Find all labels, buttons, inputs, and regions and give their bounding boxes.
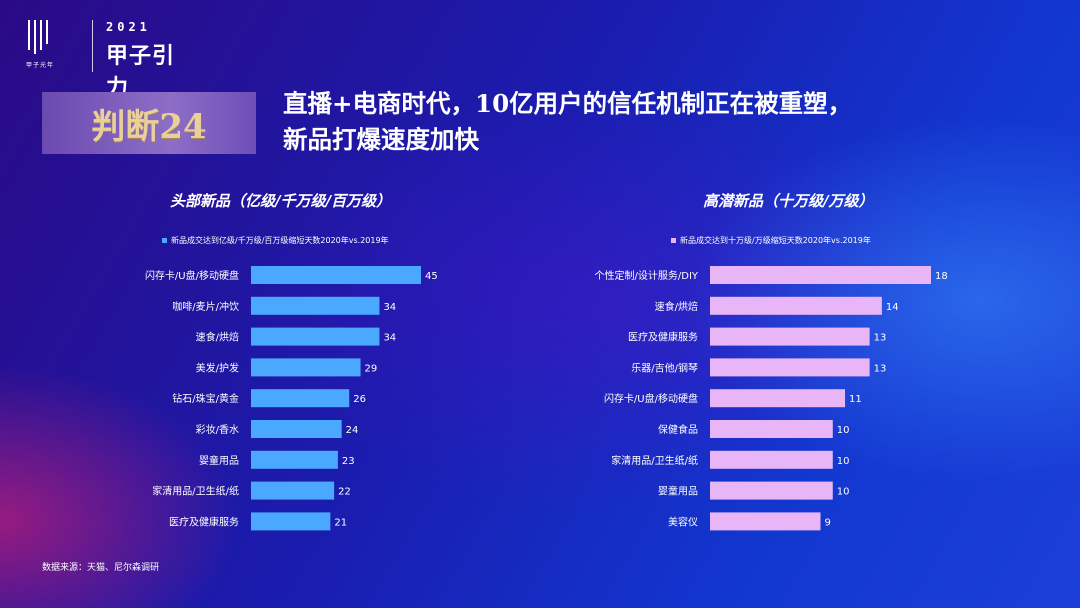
left-value-label: 34 [383, 333, 396, 344]
right-category-label: 个性定制/设计服务/DIY [595, 269, 699, 282]
right-category-label: 医疗及健康服务 [628, 331, 698, 344]
right-legend-text: 新品成交达到十万级/万级缩短天数2020年vs.2019年 [680, 236, 871, 245]
right-bar [710, 327, 870, 346]
right-value-label: 9 [825, 517, 831, 528]
left-category-label: 美发/护发 [196, 361, 239, 374]
left-value-label: 21 [334, 517, 347, 528]
left-category-label: 婴童用品 [199, 454, 239, 467]
left-category-label: 医疗及健康服务 [169, 515, 239, 528]
judgement-badge-text: 判断24 [91, 106, 207, 147]
left-bar [251, 266, 421, 284]
left-category-label: 咖啡/麦片/冲饮 [172, 300, 239, 313]
right-bar-chart: 个性定制/设计服务/DIY 18 速食/烘焙 14 医疗及健康服务 13 乐器/吉他/钢琴 1… [595, 266, 948, 531]
right-bar [710, 266, 931, 284]
right-value-label: 14 [886, 302, 899, 313]
left-value-label: 23 [342, 456, 355, 467]
left-legend-text: 新品成交达到亿级/千万级/百万级缩短天数2020年vs.2019年 [171, 236, 389, 245]
left-category-label: 钻石/珠宝/黄金 [172, 392, 239, 405]
left-bar [251, 481, 335, 500]
right-category-label: 美容仪 [668, 515, 698, 528]
logo-small-text: 甲子光年 [26, 62, 55, 69]
left-bar [251, 512, 331, 531]
right-bar [710, 450, 833, 469]
headline-line2: 新品打爆速度加快 [283, 125, 479, 154]
right-value-label: 10 [837, 456, 850, 467]
right-value-label: 10 [837, 487, 850, 498]
left-category-label: 速食/烘焙 [196, 331, 239, 344]
left-bar [251, 296, 380, 315]
logo-divider [92, 20, 93, 72]
right-category-label: 保健食品 [658, 423, 698, 436]
right-value-label: 13 [874, 333, 887, 344]
right-chart-legend: 新品成交达到十万级/万级缩短天数2020年vs.2019年 [671, 235, 871, 246]
headline: 直播+电商时代，10亿用户的信任机制正在被重塑， 新品打爆速度加快 [283, 86, 1043, 158]
right-bar [710, 358, 870, 377]
right-legend-swatch [671, 238, 676, 243]
left-value-label: 22 [338, 487, 351, 498]
right-category-label: 闪存卡/U盘/移动硬盘 [604, 392, 698, 405]
logo-year: 2021 [106, 20, 151, 34]
right-value-label: 11 [849, 394, 862, 405]
left-bar-chart: 闪存卡/U盘/移动硬盘 45 咖啡/麦片/冲饮 34 速食/烘焙 34 美发/护发 29 钻石/… [145, 266, 438, 531]
left-category-label: 闪存卡/U盘/移动硬盘 [145, 269, 239, 282]
left-bar [251, 327, 380, 346]
right-bar [710, 389, 846, 408]
logo: 甲子光年 2021 甲子引力 [26, 20, 186, 101]
left-value-label: 24 [346, 425, 359, 436]
headline-line1: 直播+电商时代，10亿用户的信任机制正在被重塑， [283, 89, 853, 118]
right-bar [710, 296, 882, 315]
left-bar [251, 389, 350, 408]
left-value-label: 26 [353, 394, 366, 405]
left-value-label: 45 [425, 271, 438, 282]
left-category-label: 彩妆/香水 [196, 423, 239, 436]
right-chart-title: 高潜新品（十万级/万级） [703, 192, 874, 210]
left-bar [251, 450, 338, 469]
left-value-label: 29 [365, 363, 378, 374]
right-bar [710, 512, 821, 531]
right-value-label: 13 [874, 363, 887, 374]
right-category-label: 婴童用品 [658, 485, 698, 498]
left-value-label: 34 [383, 302, 396, 313]
right-bar [710, 420, 833, 438]
left-category-label: 家清用品/卫生纸/纸 [152, 485, 239, 498]
right-value-label: 10 [837, 425, 850, 436]
left-chart-legend: 新品成交达到亿级/千万级/百万级缩短天数2020年vs.2019年 [162, 235, 389, 246]
logo-mark-icon [26, 20, 52, 54]
right-value-label: 18 [935, 271, 948, 282]
left-bar [251, 358, 361, 377]
left-chart-title: 头部新品（亿级/千万级/百万级） [170, 192, 391, 210]
right-bar [710, 481, 833, 500]
right-category-label: 乐器/吉他/钢琴 [631, 361, 698, 374]
data-source: 数据来源：天猫、尼尔森调研 [42, 563, 160, 573]
judgement-badge: 判断24 [42, 92, 256, 154]
left-bar [251, 420, 342, 438]
right-category-label: 速食/烘焙 [655, 300, 698, 313]
right-category-label: 家清用品/卫生纸/纸 [611, 454, 698, 467]
left-legend-swatch [162, 238, 167, 243]
